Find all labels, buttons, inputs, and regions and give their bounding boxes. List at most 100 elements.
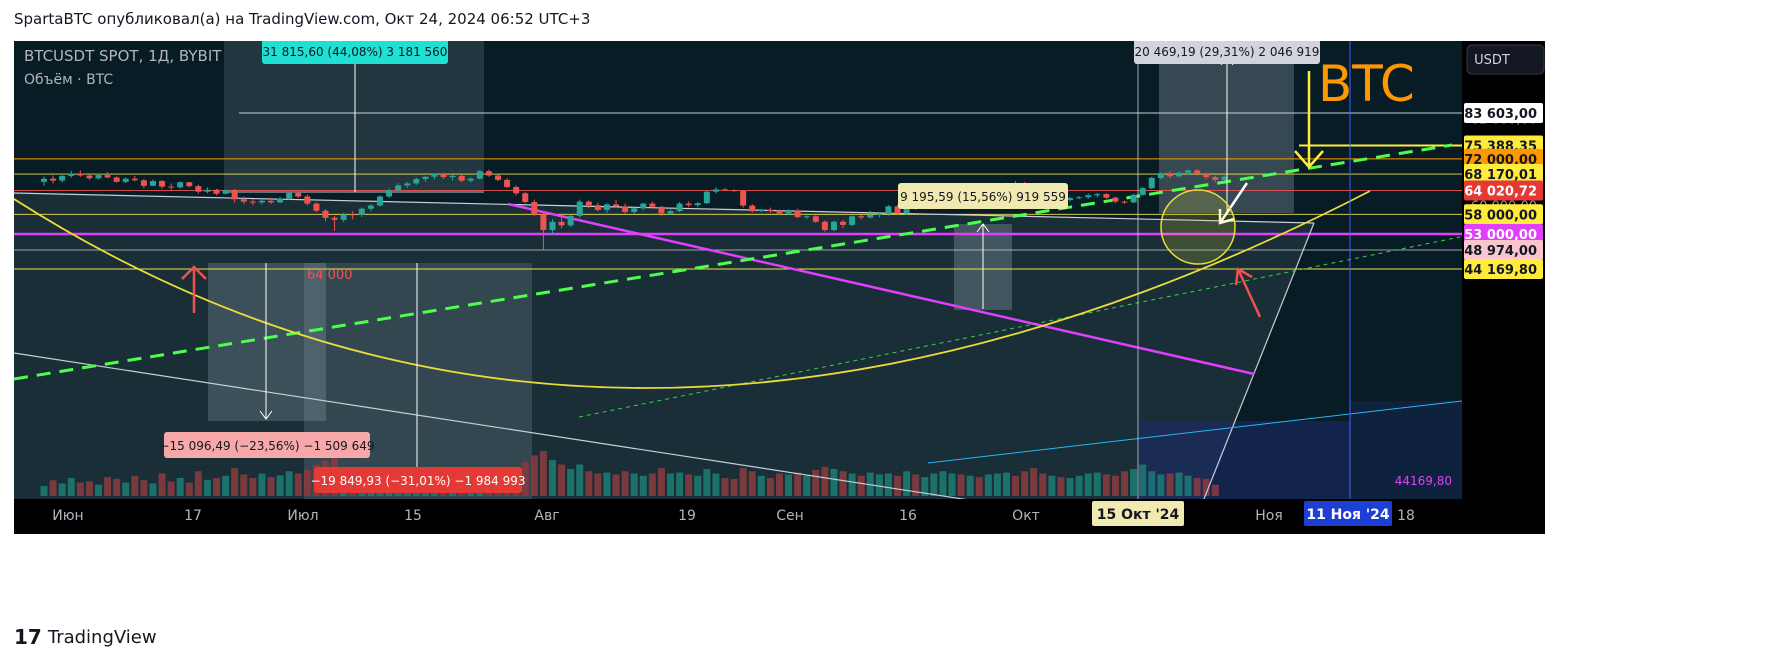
candle-body bbox=[1194, 170, 1201, 174]
candle-body bbox=[821, 221, 828, 231]
volume-bar bbox=[1184, 475, 1192, 496]
time-tick-label: Ноя bbox=[1255, 508, 1283, 524]
volume-bar bbox=[903, 471, 911, 496]
candle-body bbox=[331, 217, 338, 220]
candle-body bbox=[1212, 177, 1219, 180]
price-label-box bbox=[1464, 204, 1543, 225]
volume-bar bbox=[630, 473, 638, 496]
candle-body bbox=[867, 215, 874, 218]
candle-body bbox=[549, 221, 556, 231]
volume-bar bbox=[648, 473, 656, 496]
blue-trend-line bbox=[927, 400, 1463, 464]
tradingview-brand: TradingView bbox=[47, 626, 157, 648]
green-dotted-support-line bbox=[578, 236, 1461, 418]
price-label-box bbox=[1464, 239, 1543, 260]
candle-body bbox=[876, 213, 883, 216]
volume-bar bbox=[594, 473, 602, 496]
candle-body bbox=[222, 190, 229, 194]
candle-body bbox=[41, 178, 47, 182]
candle-body bbox=[1176, 172, 1182, 177]
volume-bar bbox=[149, 483, 157, 496]
price-label-text: 68 170,01 bbox=[1464, 168, 1537, 183]
time-tick-label: 16 bbox=[899, 508, 917, 524]
candle-body bbox=[140, 180, 147, 186]
candle-body bbox=[458, 175, 465, 181]
candle-body bbox=[304, 196, 311, 204]
volume-bar bbox=[839, 471, 847, 496]
time-tick-label: Сен bbox=[776, 508, 804, 524]
volume-bar bbox=[40, 486, 48, 496]
candle-body bbox=[476, 171, 483, 179]
candle-body bbox=[531, 202, 538, 215]
tradingview-logo-icon: 17 bbox=[14, 625, 42, 649]
candle-body bbox=[1103, 194, 1110, 198]
candle-body bbox=[694, 203, 701, 206]
price-label-box bbox=[1464, 180, 1543, 201]
price-label-text: 64 020,72 bbox=[1464, 184, 1537, 199]
candle-body bbox=[204, 189, 211, 192]
price-chart[interactable]: BTCUSDT SPOT, 1Д, BYBIT Объём · BTC BTC 64 … bbox=[14, 41, 1545, 534]
volume-bar bbox=[812, 469, 820, 496]
volume-bar bbox=[685, 474, 693, 496]
candle-body bbox=[404, 183, 411, 186]
volume-bar bbox=[122, 482, 130, 496]
candle-body bbox=[268, 200, 274, 203]
red-arrow-up-icon bbox=[181, 265, 207, 313]
candle-body bbox=[367, 205, 374, 209]
candle-body bbox=[413, 179, 420, 184]
volume-bar bbox=[94, 484, 102, 496]
candle-body bbox=[113, 177, 120, 182]
candle-body bbox=[186, 182, 193, 187]
time-tick-label: Авг bbox=[534, 508, 559, 524]
candle-body bbox=[1157, 173, 1164, 178]
price-scale[interactable] bbox=[1462, 41, 1545, 534]
volume-bar bbox=[821, 466, 829, 496]
legend-volume: Объём · BTC bbox=[24, 72, 113, 88]
time-tick-label: 19 bbox=[678, 508, 696, 524]
currency-selector[interactable] bbox=[1466, 44, 1545, 75]
volume-bar bbox=[975, 477, 983, 496]
volume-bar bbox=[984, 474, 992, 496]
measure-label-text: 20 469,19 (29,31%) 2 046 919 bbox=[1135, 45, 1320, 59]
volume-bar bbox=[766, 478, 774, 496]
candle-body bbox=[685, 203, 692, 206]
volume-bar bbox=[748, 471, 756, 496]
measure-arrow-head-3 bbox=[976, 223, 990, 233]
measure-label-text: −15 096,49 (−23,56%) −1 509 649 bbox=[159, 439, 374, 453]
candle-body bbox=[758, 209, 765, 212]
candle-body bbox=[712, 189, 719, 192]
volume-bar bbox=[993, 473, 1001, 496]
volume-bar bbox=[585, 471, 593, 496]
candle-body bbox=[386, 190, 393, 197]
volume-bar bbox=[1211, 484, 1219, 496]
candle-body bbox=[1148, 177, 1155, 189]
volume-bar bbox=[730, 478, 738, 496]
volume-bar bbox=[231, 468, 239, 496]
candle-body bbox=[513, 186, 520, 194]
candle-body bbox=[640, 203, 647, 209]
candle-body bbox=[295, 192, 302, 197]
overlay-title: BTC bbox=[1318, 55, 1415, 113]
candle-body bbox=[740, 190, 747, 206]
candle-body bbox=[731, 190, 738, 192]
volume-bar bbox=[875, 474, 883, 496]
volume-bar bbox=[530, 455, 538, 496]
candle-body bbox=[776, 210, 783, 214]
candle-body bbox=[50, 178, 57, 181]
candle-body bbox=[349, 214, 356, 216]
candle-body bbox=[703, 191, 710, 204]
candle-body bbox=[449, 175, 456, 178]
volume-bar bbox=[639, 475, 647, 496]
date-label-text: 11 Ноя '24 bbox=[1306, 507, 1390, 523]
volume-bar bbox=[294, 473, 302, 496]
candle-body bbox=[1130, 194, 1137, 203]
volume-bar bbox=[1039, 473, 1047, 496]
time-scale[interactable] bbox=[14, 499, 1462, 534]
volume-bar bbox=[1075, 475, 1083, 496]
candle-body bbox=[1139, 188, 1146, 195]
tradingview-footer[interactable]: 17 TradingView bbox=[14, 625, 157, 649]
candle-body bbox=[431, 173, 438, 177]
volume-bar bbox=[966, 475, 974, 496]
candle-body bbox=[86, 175, 93, 179]
legend-symbol: BTCUSDT SPOT, 1Д, BYBIT bbox=[24, 47, 222, 65]
